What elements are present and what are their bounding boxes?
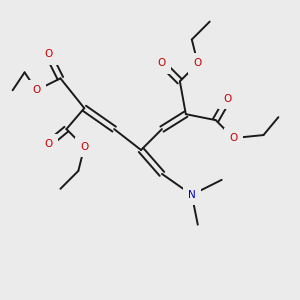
Text: O: O — [44, 139, 52, 149]
Text: O: O — [44, 50, 52, 59]
Text: O: O — [194, 58, 202, 68]
Text: O: O — [32, 85, 41, 95]
Text: N: N — [188, 190, 196, 200]
Text: O: O — [224, 94, 232, 104]
Text: O: O — [158, 58, 166, 68]
Text: O: O — [80, 142, 88, 152]
Text: O: O — [230, 133, 238, 143]
